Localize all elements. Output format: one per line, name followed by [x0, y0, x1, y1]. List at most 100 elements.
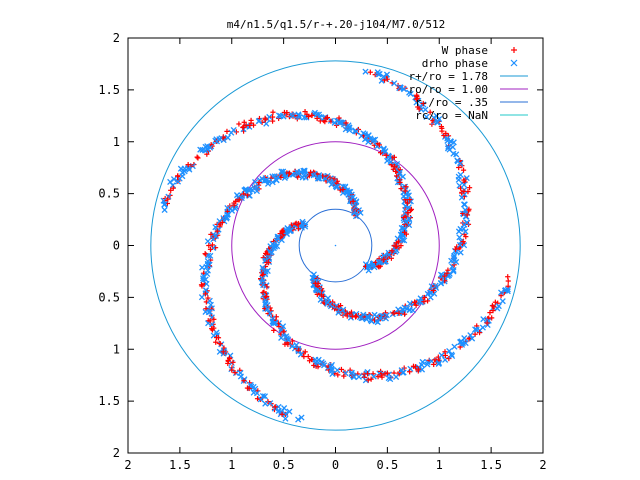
- drho-phase-point: [275, 112, 283, 119]
- drho-phase-point: [397, 84, 404, 91]
- drho-phase-point: [167, 178, 174, 185]
- drho-phase-point: [342, 126, 349, 133]
- drho-phase-point: [473, 326, 480, 333]
- drho-phase-point: [203, 280, 210, 287]
- w-phase-point: [430, 287, 437, 294]
- drho-phase-point: [393, 373, 400, 381]
- drho-phase-point: [329, 370, 336, 378]
- w-phase-point: [401, 311, 408, 317]
- w-phase-point: [229, 367, 235, 373]
- drho-phase-point: [289, 112, 296, 119]
- w-phase-point: [207, 318, 213, 324]
- drho-phase-point: [360, 130, 367, 137]
- w-phase-point: [377, 150, 384, 156]
- drho-phase-point: [224, 134, 231, 141]
- drho-phase-point: [499, 298, 506, 305]
- drho-phase-point: [406, 89, 413, 96]
- drho-phase-point: [330, 179, 337, 186]
- drho-phase-point: [463, 219, 470, 226]
- drho-phase-point: [418, 361, 425, 369]
- drho-phase-point: [380, 73, 387, 80]
- y-tick-label: 1: [113, 342, 120, 356]
- w-phase-point: [343, 120, 349, 126]
- w-phase-point: [335, 372, 341, 378]
- y-tick-label: 2: [113, 31, 120, 45]
- drho-phase-point: [256, 117, 263, 124]
- w-phase-point: [202, 291, 208, 297]
- x-tick-label: 0: [332, 458, 339, 472]
- w-phase-point: [382, 371, 388, 377]
- w-phase-point: [341, 373, 347, 379]
- w-phase-point: [442, 352, 448, 359]
- drho-phase-point: [407, 365, 414, 372]
- drho-phase-point: [378, 77, 385, 84]
- drho-phase-point: [202, 147, 209, 154]
- w-phase-point: [208, 231, 214, 238]
- drho-phase-point: [259, 392, 267, 400]
- w-phase-point: [487, 309, 493, 316]
- w-phase-point: [201, 270, 207, 276]
- drho-phase-point: [371, 311, 378, 318]
- drho-phase-point: [202, 276, 209, 283]
- drho-phase-point: [263, 177, 271, 184]
- w-phase-point: [393, 173, 400, 179]
- drho-phase-point: [278, 168, 285, 175]
- legend-label: ro/ro = 1.00: [409, 83, 488, 96]
- drho-phase-point: [383, 312, 390, 319]
- drho-phase-point: [348, 369, 355, 376]
- drho-phase-point: [365, 132, 372, 140]
- drho-phase-point: [365, 263, 372, 270]
- w-phase-point: [315, 364, 321, 370]
- w-phase-point: [231, 202, 237, 208]
- w-phase-point: [490, 307, 496, 314]
- w-phase-point: [272, 404, 278, 410]
- drho-phase-point: [202, 308, 209, 315]
- drho-phase-point: [393, 160, 401, 168]
- w-phase-point: [396, 310, 402, 317]
- w-phase-point: [347, 311, 353, 317]
- w-phase-point: [213, 339, 219, 345]
- w-phase-point: [421, 299, 427, 305]
- drho-phase-point: [170, 176, 178, 183]
- w-phase-point: [463, 234, 469, 240]
- w-phase-point: [219, 219, 225, 226]
- drho-phase-point: [438, 352, 445, 359]
- drho-phase-point: [450, 266, 457, 274]
- drho-phase-point: [467, 332, 474, 339]
- w-phase-point: [279, 411, 285, 417]
- w-phase-point: [390, 310, 396, 316]
- x-tick-label: 2: [124, 458, 131, 472]
- w-phase-point: [262, 115, 268, 121]
- w-phase-point: [365, 377, 371, 383]
- drho-phase-point: [380, 145, 387, 152]
- drho-phase-point: [257, 396, 264, 403]
- drho-phase-point: [391, 80, 398, 87]
- drho-phase-point: [495, 303, 502, 310]
- drho-phase-point: [284, 336, 292, 343]
- w-phase-point: [194, 154, 200, 160]
- drho-phase-point: [161, 206, 168, 214]
- drho-phase-point: [457, 249, 464, 256]
- w-phase-point: [214, 228, 220, 234]
- w-phase-point: [461, 177, 467, 183]
- w-phase-point: [307, 169, 314, 175]
- drho-phase-point: [457, 171, 464, 178]
- drho-phase-point: [207, 301, 214, 308]
- w-phase-point: [505, 274, 511, 280]
- w-phase-point: [491, 304, 497, 310]
- w-phase-point: [336, 115, 342, 121]
- y-tick-label: 1: [113, 135, 120, 149]
- w-phase-point: [311, 362, 317, 369]
- drho-phase-point: [326, 301, 333, 308]
- drho-phase-point: [197, 146, 204, 153]
- drho-phase-point: [431, 290, 438, 297]
- drho-phase-point: [177, 165, 185, 172]
- drho-phase-point: [401, 304, 408, 311]
- drho-phase-point: [450, 257, 458, 264]
- drho-phase-point: [450, 268, 457, 275]
- w-phase-point: [289, 338, 295, 344]
- drho-phase-point: [417, 295, 424, 302]
- drho-phase-point: [286, 408, 293, 415]
- drho-phase-point: [269, 240, 276, 248]
- w-phase-point: [498, 293, 504, 299]
